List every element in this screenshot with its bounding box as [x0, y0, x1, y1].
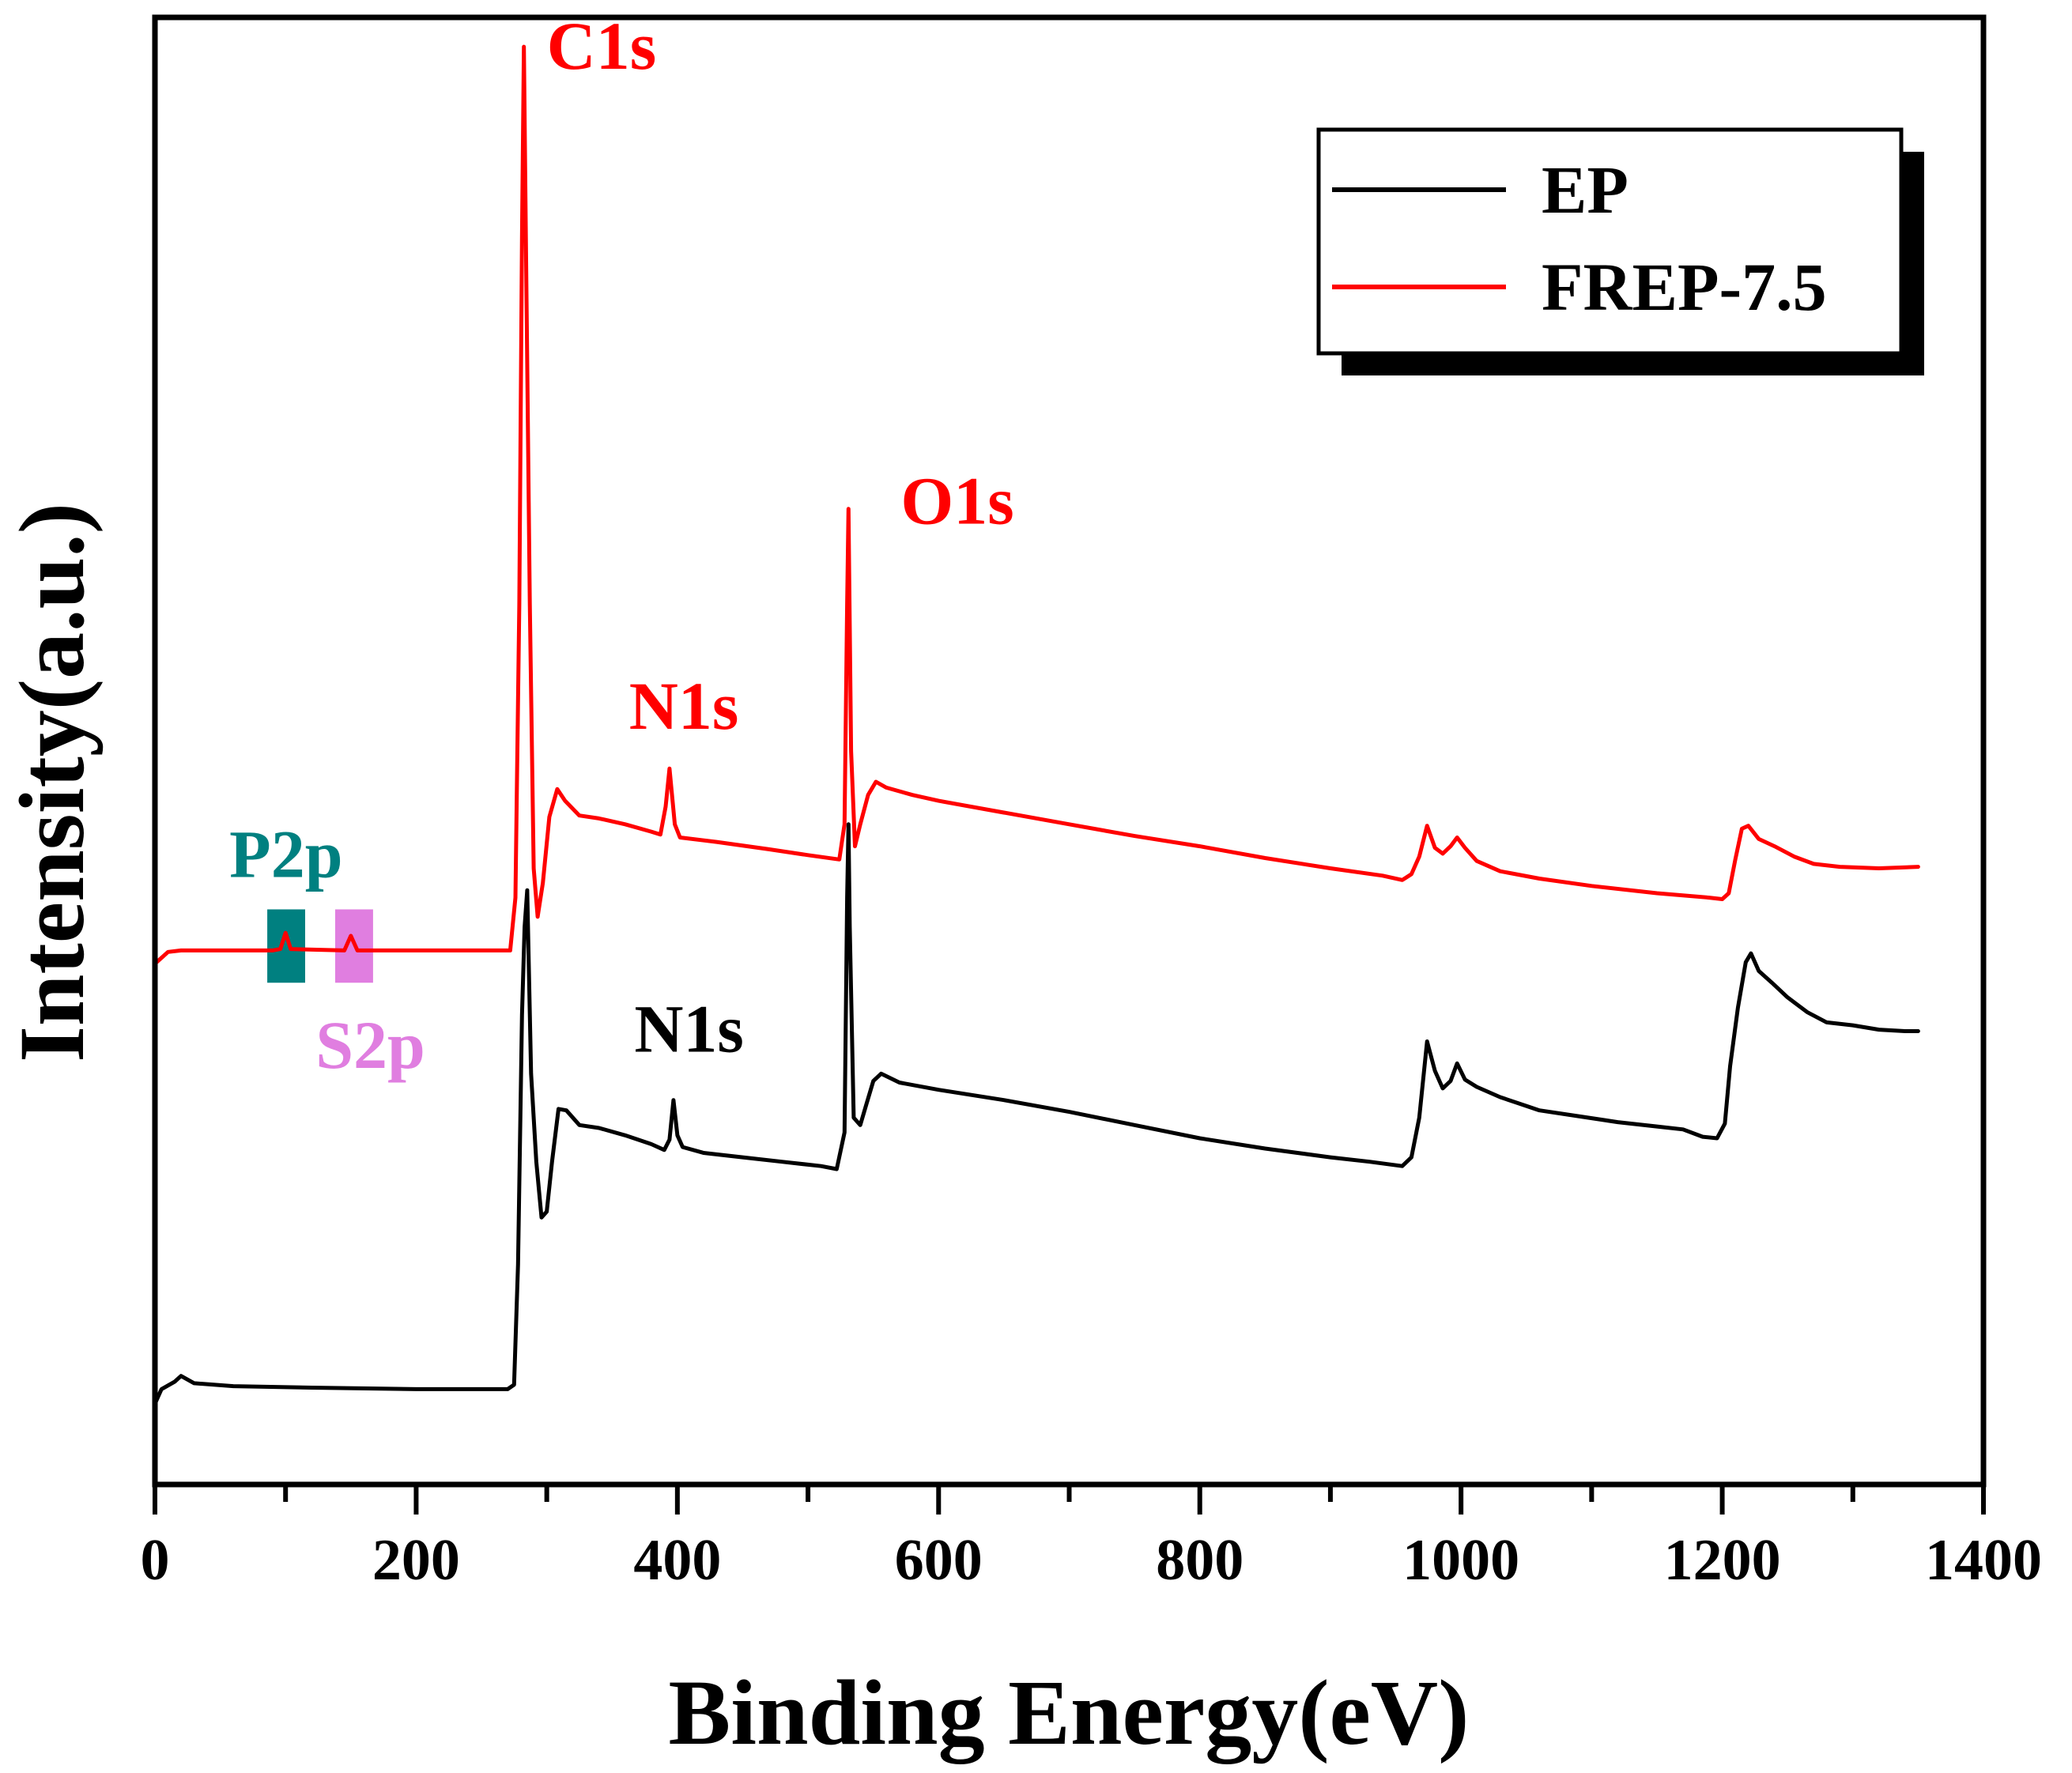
legend-label-frep: FREP-7.5 — [1542, 249, 1827, 325]
legend-label-ep: EP — [1542, 152, 1629, 228]
x-tick-label-400: 400 — [633, 1528, 721, 1593]
series-layer — [153, 44, 1920, 1406]
x-tick-label-1000: 1000 — [1402, 1528, 1519, 1593]
peak-label-c1s-0: C1s — [547, 8, 657, 84]
x-axis-title: Binding Energy(eV) — [669, 1661, 1470, 1764]
annotation-layer: C1s O1s N1s P2p S2p N1s — [229, 8, 1014, 1083]
x-tick-label-0: 0 — [141, 1528, 170, 1593]
highlight-layer — [267, 909, 373, 983]
x-tick-label-800: 800 — [1156, 1528, 1244, 1593]
legend-box — [1316, 127, 1904, 356]
legend: EP FREP-7.5 — [1316, 127, 1924, 375]
peak-label-n1s-5: N1s — [634, 990, 744, 1066]
peak-label-p2p-3: P2p — [229, 817, 342, 892]
x-tick-label-1400: 1400 — [1925, 1528, 2042, 1593]
y-axis-title: Intensity(a.u.) — [0, 503, 104, 1062]
series-line-ep — [153, 822, 1920, 1406]
peak-label-o1s-1: O1s — [900, 462, 1013, 538]
x-tick-label-600: 600 — [895, 1528, 983, 1593]
x-tick-label-1200: 1200 — [1664, 1528, 1781, 1593]
x-tick-layer: 0 200 400 600 800 1000 1200 1400 — [141, 1484, 2042, 1593]
peak-label-s2p-4: S2p — [315, 1007, 425, 1083]
highlight-box-p2p — [267, 909, 305, 983]
series-line-frep-7-5 — [153, 44, 1920, 966]
peak-label-n1s-2: N1s — [629, 668, 739, 744]
x-tick-label-200: 200 — [372, 1528, 460, 1593]
